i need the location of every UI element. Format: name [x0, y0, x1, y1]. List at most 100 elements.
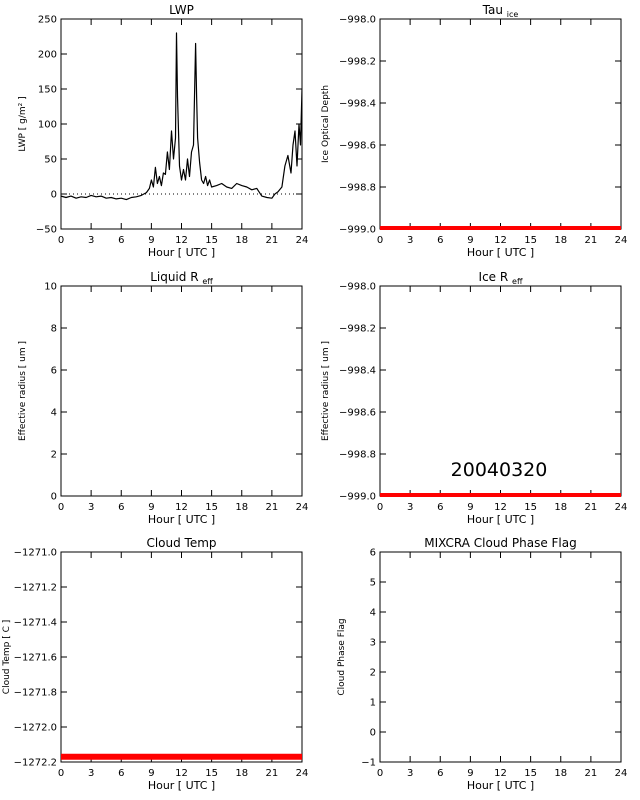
x-axis-label: Hour [ UTC ] — [148, 513, 215, 526]
y-tick-label: 4 — [370, 608, 376, 619]
y-tick-label: −998.6 — [339, 408, 376, 419]
x-tick-label: 18 — [554, 235, 567, 246]
y-tick-label: −998.0 — [339, 15, 376, 26]
y-tick-label: 0 — [370, 728, 376, 739]
panel-title: Cloud Temp — [146, 536, 216, 550]
x-tick-label: 9 — [148, 768, 154, 779]
chart-panel-4: 0 3 6 9 12 15 18 21 24 −999.0 −998.8 −998.6 −998.4 −9… — [321, 270, 627, 526]
x-tick-label: 24 — [296, 235, 309, 246]
x-axis-label: Hour [ UTC ] — [148, 246, 215, 259]
y-tick-label: −998.8 — [339, 450, 376, 461]
y-tick-label: 150 — [38, 85, 57, 96]
x-tick-label: 18 — [235, 502, 248, 513]
y-tick-label: −998.4 — [339, 366, 376, 377]
x-tick-label: 6 — [118, 235, 124, 246]
x-tick-label: 0 — [377, 235, 383, 246]
x-tick-label: 24 — [615, 235, 628, 246]
panel-title: Ice R eff — [479, 270, 523, 286]
x-tick-label: 6 — [437, 235, 443, 246]
x-tick-label: 21 — [585, 235, 598, 246]
x-axis-label: Hour [ UTC ] — [467, 246, 534, 259]
x-tick-label: 21 — [585, 502, 598, 513]
x-tick-label: 0 — [58, 768, 64, 779]
y-tick-label: 250 — [38, 15, 57, 26]
x-axis-label: Hour [ UTC ] — [467, 513, 534, 526]
y-axis-label: Ice Optical Depth — [321, 85, 331, 163]
panel-title: Tau ice — [482, 3, 519, 19]
y-tick-label: 10 — [44, 282, 57, 293]
x-tick-label: 6 — [437, 768, 443, 779]
x-tick-label: 12 — [175, 235, 188, 246]
y-tick-label: 200 — [38, 50, 57, 61]
y-tick-label: −998.0 — [339, 282, 376, 293]
x-tick-label: 9 — [467, 235, 473, 246]
y-tick-label: 2 — [370, 668, 376, 679]
y-tick-label: −1271.6 — [14, 653, 57, 664]
y-tick-label: −1271.8 — [14, 688, 57, 699]
x-tick-label: 21 — [585, 768, 598, 779]
x-tick-label: 6 — [437, 502, 443, 513]
y-axis-label: Cloud Temp [ C ] — [2, 620, 12, 694]
x-tick-label: 18 — [554, 502, 567, 513]
y-tick-label: 6 — [370, 548, 376, 559]
y-tick-label: −998.6 — [339, 141, 376, 152]
x-tick-label: 12 — [175, 768, 188, 779]
x-tick-label: 21 — [266, 502, 279, 513]
x-tick-label: 18 — [235, 768, 248, 779]
x-tick-label: 6 — [118, 768, 124, 779]
x-tick-label: 24 — [296, 768, 309, 779]
y-tick-label: −999.0 — [339, 492, 376, 503]
x-tick-label: 12 — [494, 768, 507, 779]
x-tick-label: 3 — [88, 235, 94, 246]
x-tick-label: 3 — [88, 502, 94, 513]
y-tick-label: −1271.4 — [14, 618, 57, 629]
x-tick-label: 3 — [407, 502, 413, 513]
date-stamp: 20040320 — [451, 459, 548, 481]
y-tick-label: 0 — [51, 190, 57, 201]
chart-panel-1: 0 3 6 9 12 15 18 21 24−50050100150200250LWPHour … — [18, 3, 308, 259]
chart-panel-2: 0 3 6 9 12 15 18 21 24 −999.0 −998.8 −998.6 −998.4 −9… — [321, 3, 627, 259]
x-tick-label: 15 — [524, 768, 537, 779]
x-tick-label: 12 — [175, 502, 188, 513]
y-tick-label: 3 — [370, 638, 376, 649]
panel-title: LWP — [169, 3, 194, 17]
y-tick-label: −1271.2 — [14, 583, 57, 594]
x-tick-label: 24 — [296, 502, 309, 513]
x-tick-label: 9 — [467, 768, 473, 779]
y-tick-label: −999.0 — [339, 225, 376, 236]
y-tick-label: −1 — [361, 758, 376, 769]
y-axis-label: Effective radius [ um ] — [18, 341, 28, 441]
y-tick-label: 2 — [51, 450, 57, 461]
y-tick-label: −998.2 — [339, 57, 376, 68]
plot-panels: 0 3 6 9 12 15 18 21 24−50050100150200250LWPHour … — [2, 3, 627, 792]
x-tick-label: 15 — [205, 235, 218, 246]
x-tick-label: 6 — [118, 502, 124, 513]
y-axis-label: LWP [ g/m² ] — [18, 96, 28, 151]
panel-title: MIXCRA Cloud Phase Flag — [424, 536, 576, 550]
x-tick-label: 15 — [205, 768, 218, 779]
x-tick-label: 0 — [377, 768, 383, 779]
x-tick-label: 21 — [266, 235, 279, 246]
x-tick-label: 9 — [467, 502, 473, 513]
x-tick-label: 9 — [148, 235, 154, 246]
panel-title: Liquid R eff — [150, 270, 213, 286]
y-tick-label: −998.2 — [339, 324, 376, 335]
y-tick-label: −998.4 — [339, 99, 376, 110]
y-tick-label: 5 — [370, 578, 376, 589]
y-tick-label: −998.8 — [339, 183, 376, 194]
plot-frame — [379, 551, 622, 763]
x-axis-label: Hour [ UTC ] — [467, 779, 534, 792]
x-tick-label: 3 — [88, 768, 94, 779]
y-tick-label: 100 — [38, 120, 57, 131]
x-tick-label: 15 — [524, 235, 537, 246]
x-tick-label: 12 — [494, 235, 507, 246]
x-tick-label: 0 — [58, 502, 64, 513]
plot-frame — [60, 285, 303, 497]
x-tick-label: 12 — [494, 502, 507, 513]
y-axis-label: Cloud Phase Flag — [337, 618, 347, 695]
x-axis-label: Hour [ UTC ] — [148, 779, 215, 792]
y-tick-label: −1271.0 — [14, 548, 57, 559]
x-tick-label: 24 — [615, 502, 628, 513]
